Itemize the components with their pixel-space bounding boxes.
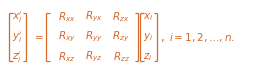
Text: $i = 1, 2, \ldots, n.$: $i = 1, 2, \ldots, n.$ (169, 30, 235, 44)
Text: $R_{yy}$: $R_{yy}$ (85, 30, 103, 44)
Text: $R_{zz}$: $R_{zz}$ (112, 50, 130, 64)
Text: $y_i'$: $y_i'$ (12, 29, 22, 45)
Text: $=$: $=$ (32, 32, 44, 42)
Text: $R_{yz}$: $R_{yz}$ (85, 50, 103, 64)
Text: $R_{zy}$: $R_{zy}$ (112, 30, 130, 44)
Text: $z_i$: $z_i$ (143, 51, 153, 63)
Text: $R_{yx}$: $R_{yx}$ (85, 10, 103, 24)
Text: $R_{xz}$: $R_{xz}$ (58, 50, 76, 64)
Text: $R_{xy}$: $R_{xy}$ (58, 30, 76, 44)
Text: $R_{zx}$: $R_{zx}$ (112, 10, 130, 24)
Text: $z_i'$: $z_i'$ (12, 49, 22, 65)
Text: $R_{xx}$: $R_{xx}$ (58, 10, 76, 24)
Text: $x_i'$: $x_i'$ (12, 9, 22, 25)
Text: ,: , (160, 30, 164, 44)
Text: $x_i$: $x_i$ (143, 11, 153, 23)
Text: $y_i$: $y_i$ (143, 31, 153, 43)
